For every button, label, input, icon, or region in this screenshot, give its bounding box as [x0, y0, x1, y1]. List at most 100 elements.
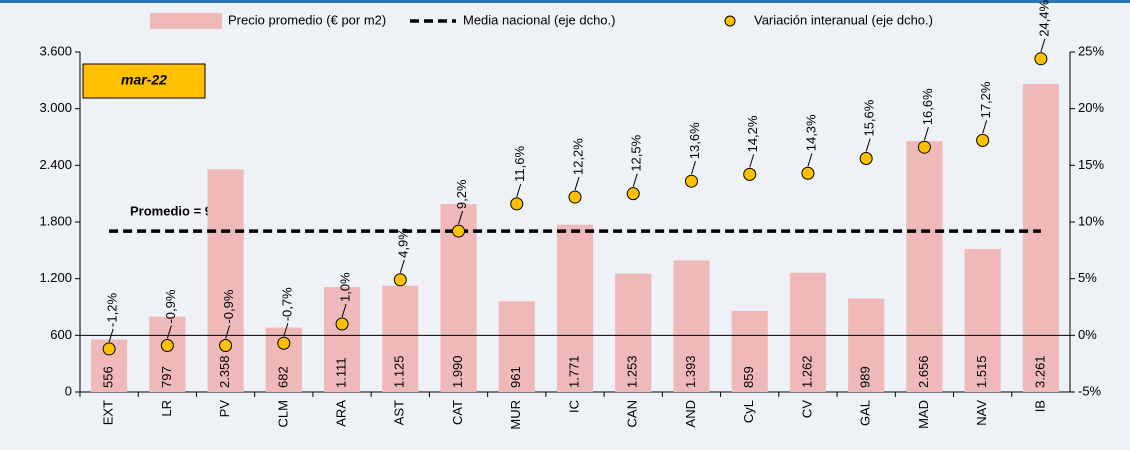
bar-value-label: 682 [275, 366, 290, 388]
marker [510, 197, 524, 211]
y-tick-label: 2.400 [39, 157, 72, 172]
leader-line [923, 127, 929, 141]
x-tick-label: AST [392, 400, 407, 425]
x-tick-label: IB [1032, 400, 1047, 412]
bar-value-label: 859 [741, 366, 756, 388]
marker [160, 339, 174, 353]
period-box [82, 63, 206, 99]
x-tick-label: IC [566, 400, 581, 413]
x-tick-label: NAV [974, 400, 989, 426]
marker [976, 133, 990, 147]
bar-value-label: 2.358 [217, 355, 232, 388]
bar [498, 301, 535, 392]
marker-value-label: 15,6% [862, 99, 877, 136]
y-tick-label: 3.000 [39, 100, 72, 115]
marker-value-label: 13,6% [687, 122, 702, 159]
marker [684, 174, 698, 188]
bar-value-label: 1.111 [333, 357, 348, 388]
bar-value-label: 1.125 [392, 355, 407, 388]
marker-value-label: 4,9% [396, 228, 411, 258]
leader-line [1040, 38, 1046, 52]
legend-label: Variación interanual (eje dcho.) [754, 12, 933, 27]
period-label: mar-22 [121, 72, 167, 88]
bar-value-label: 3.261 [1032, 355, 1047, 388]
bar-value-label: 1.990 [450, 355, 465, 388]
marker-value-label: -0,7% [279, 287, 294, 321]
marker [393, 273, 407, 287]
bar [1022, 84, 1059, 393]
leader-line [749, 154, 755, 168]
bar-value-label: 1.253 [625, 355, 640, 388]
x-tick-label: MUR [508, 400, 523, 430]
leader-line [166, 325, 172, 339]
bar-value-label: 1.393 [683, 355, 698, 388]
marker [801, 166, 815, 180]
bar [149, 316, 186, 392]
marker [335, 317, 349, 331]
marker [859, 152, 873, 166]
bar [556, 224, 594, 392]
y2-tick-label: 10% [1078, 213, 1104, 228]
top-border [0, 0, 1130, 3]
x-tick-label: EXT [101, 400, 116, 425]
marker-value-label: 14,2% [745, 115, 760, 152]
marker-value-label: 11,6% [512, 146, 527, 182]
y2-tick-label: -5% [1078, 383, 1102, 398]
y2-tick-label: 0% [1078, 327, 1097, 342]
marker [1034, 52, 1048, 66]
bar [906, 141, 943, 392]
x-tick-label: AND [683, 400, 698, 427]
leader-line [865, 138, 871, 152]
y2-tick-label: 15% [1078, 157, 1104, 172]
legend-swatch [150, 13, 222, 29]
bar-value-label: 961 [508, 366, 523, 388]
leader-line [632, 173, 638, 187]
x-tick-label: LR [159, 400, 174, 417]
bar [848, 298, 885, 392]
marker [917, 140, 931, 154]
y-tick-label: 1.200 [39, 270, 72, 285]
bar [324, 287, 361, 392]
leader-line [574, 176, 580, 191]
x-tick-label: ARA [333, 400, 348, 427]
marker-value-label: 16,6% [920, 88, 935, 125]
marker-value-label: 12,5% [629, 134, 644, 171]
bar [789, 272, 826, 392]
y-tick-label: 0 [65, 383, 72, 398]
x-tick-label: CAN [625, 400, 640, 427]
marker-value-label: 12,2% [570, 138, 585, 175]
marker-value-label: -1,2% [105, 293, 120, 327]
leader-line [807, 153, 813, 167]
leader-line [108, 328, 114, 343]
marker-value-label: -0,9% [163, 289, 178, 323]
bar [731, 310, 768, 392]
y2-tick-label: 25% [1078, 43, 1104, 58]
x-tick-label: CyL [741, 400, 756, 423]
legend-swatch [724, 15, 736, 27]
marker-value-label: -0,9% [221, 289, 236, 323]
bar-value-label: 1.515 [974, 355, 989, 388]
leader-line [399, 259, 405, 273]
marker [277, 336, 291, 350]
marker-value-label: 14,3% [803, 114, 818, 151]
marker [568, 190, 582, 204]
bar-value-label: 797 [159, 366, 174, 388]
leader-line [690, 161, 696, 175]
leader-line [225, 325, 231, 339]
leader-line [516, 183, 522, 198]
leader-line [982, 120, 988, 134]
marker [626, 187, 640, 201]
legend-label: Media nacional (eje dcho.) [463, 12, 615, 27]
x-tick-label: GAL [858, 400, 873, 426]
x-tick-label: PV [217, 400, 232, 418]
marker [219, 339, 233, 353]
marker [452, 224, 466, 238]
bar [207, 169, 244, 392]
marker-value-label: 1,0% [337, 272, 352, 302]
y-tick-label: 3.600 [39, 43, 72, 58]
marker-value-label: 17,2% [978, 81, 993, 118]
x-tick-label: CAT [450, 400, 465, 425]
bar [382, 285, 419, 392]
leader-line [341, 303, 347, 318]
bar-value-label: 1.262 [799, 355, 814, 388]
